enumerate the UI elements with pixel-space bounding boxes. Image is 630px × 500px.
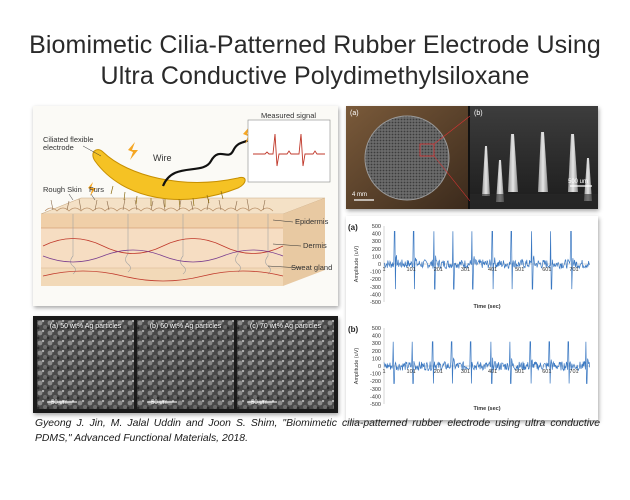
measured-signal-wave — [253, 133, 325, 167]
x-axis-label-0: Time (sec) — [473, 304, 500, 310]
electrode-disk — [364, 115, 450, 201]
sem-scale-c: 50 um — [251, 400, 268, 406]
skin-side — [283, 198, 325, 286]
y-tick-label: -400 — [370, 292, 381, 298]
y-tick-label: -300 — [370, 387, 381, 393]
measured-signal-label: Measured signal — [261, 111, 317, 120]
furs-label: Furs — [89, 185, 104, 194]
photo-b-tag: (b) — [474, 110, 483, 117]
signal-series-0 — [383, 230, 590, 290]
sem-caption-c: (c) 70 wt% Ag particles — [249, 323, 322, 330]
y-tick-label: 100 — [372, 254, 381, 260]
x-tick-label: 601 — [542, 369, 551, 375]
y-tick-label: 500 — [372, 224, 381, 230]
x-tick-label: 501 — [515, 369, 524, 375]
signal-series-1 — [383, 341, 591, 384]
dermis-label: Dermis — [303, 241, 327, 250]
sem-image-c: (c) 70 wt% Ag particles 50 um — [237, 320, 334, 409]
x-tick-label: 201 — [434, 267, 443, 273]
x-tick-label: 101 — [407, 267, 416, 273]
signal-graphs-svg: (a) 5004003002001000-100-200-300-400-500A… — [348, 223, 591, 412]
y-tick-label: 100 — [372, 356, 381, 362]
x-tick-label: 1 — [382, 267, 385, 273]
electrode-schematic-figure: Ciliated flexible electrode Wire Measure… — [33, 106, 338, 306]
y-axis-label-0: Amplitude (uV) — [354, 246, 360, 283]
sweat-gland-label: Sweat gland — [291, 263, 333, 272]
scale-a-label: 4 mm — [352, 192, 367, 198]
wire — [161, 133, 255, 187]
ciliated-electrode — [92, 149, 246, 200]
y-tick-label: -300 — [370, 285, 381, 291]
slide-title: Biomimetic Cilia-Patterned Rubber Electr… — [0, 30, 630, 92]
x-tick-label: 601 — [542, 267, 551, 273]
y-tick-label: 200 — [372, 349, 381, 355]
wire-label: Wire — [153, 153, 172, 163]
y-tick-label: -500 — [370, 402, 381, 408]
x-tick-label: 301 — [461, 267, 470, 273]
schematic-drawing — [40, 119, 331, 286]
ciliated-electrode-label: Ciliated flexible electrode — [43, 135, 94, 152]
y-tick-label: 0 — [378, 364, 381, 370]
y-tick-label: -400 — [370, 394, 381, 400]
leader-lines — [68, 145, 302, 269]
sem-texture-a — [37, 320, 134, 409]
sem-caption-a: (a) 50 wt% Ag particles — [49, 323, 122, 330]
rough-skin-surface — [44, 207, 274, 212]
sem-texture-b — [137, 320, 234, 409]
x-tick-label: 501 — [515, 267, 524, 273]
sem-texture-c — [237, 320, 334, 409]
graph-tag-1: (b) — [348, 325, 359, 334]
sem-images-figure: (a) 50 wt% Ag particles 50 um (b) 60 wt%… — [33, 316, 338, 413]
zoom-box — [419, 143, 435, 157]
y-axis-label-1: Amplitude (uV) — [354, 348, 360, 385]
citation: Gyeong J. Jin, M. Jalal Uddin and Joon S… — [35, 418, 600, 444]
sweat-glands — [70, 214, 271, 275]
y-tick-label: 400 — [372, 232, 381, 238]
y-tick-label: 500 — [372, 326, 381, 332]
cilia-pillars — [482, 132, 592, 202]
zoom-line-2 — [433, 155, 471, 202]
x-tick-label: 101 — [407, 369, 416, 375]
title-line-2: Ultra Conductive Polydimethylsiloxane — [100, 62, 530, 90]
y-tick-label: -100 — [370, 270, 381, 276]
photo-drawing — [346, 106, 598, 209]
zoom-line-1 — [433, 115, 471, 145]
epidermis-label: Epidermis — [295, 217, 329, 226]
sem-scale-a: 50 um — [51, 400, 68, 406]
y-tick-label: 300 — [372, 239, 381, 245]
x-tick-label: 401 — [488, 267, 497, 273]
electrode-photo-figure: (a) (b) 4 mm 500 um — [346, 106, 598, 209]
skin-top-surface — [40, 197, 326, 215]
y-tick-label: 0 — [378, 262, 381, 268]
sem-image-b: (b) 60 wt% Ag particles 50 um — [137, 320, 234, 409]
sem-scale-b: 50 um — [151, 400, 168, 406]
scale-b-label: 500 um — [568, 179, 589, 185]
y-tick-label: 300 — [372, 341, 381, 347]
photo-a-tag: (a) — [350, 110, 359, 117]
y-tick-label: -200 — [370, 379, 381, 385]
x-tick-label: 701 — [569, 369, 578, 375]
y-tick-label: -500 — [370, 300, 381, 306]
x-axis-label-1: Time (sec) — [473, 406, 500, 412]
graph-tag-0: (a) — [348, 223, 358, 232]
dermis-layer — [41, 228, 283, 268]
x-tick-label: 401 — [488, 369, 497, 375]
y-tick-label: 200 — [372, 247, 381, 253]
signal-graphs-figure: (a) 500 400 300 200 100 0 -100 -200 -300 -400 -500 A… — [346, 216, 598, 420]
y-tick-label: 400 — [372, 334, 381, 340]
sem-caption-b: (b) 60 wt% Ag particles — [149, 323, 222, 330]
electrode-cilia — [110, 185, 224, 208]
blood-vessels — [42, 238, 284, 282]
x-tick-label: 301 — [461, 369, 470, 375]
x-tick-label: 201 — [434, 369, 443, 375]
sem-image-a: (a) 50 wt% Ag particles 50 um — [37, 320, 134, 409]
y-tick-label: -200 — [370, 277, 381, 283]
y-tick-label: -100 — [370, 372, 381, 378]
epidermis-layer — [41, 214, 283, 228]
rough-skin-label: Rough Skin — [43, 185, 82, 194]
x-tick-label: 1 — [382, 369, 385, 375]
x-tick-label: 701 — [569, 267, 578, 273]
title-line-1: Biomimetic Cilia-Patterned Rubber Electr… — [29, 31, 601, 59]
